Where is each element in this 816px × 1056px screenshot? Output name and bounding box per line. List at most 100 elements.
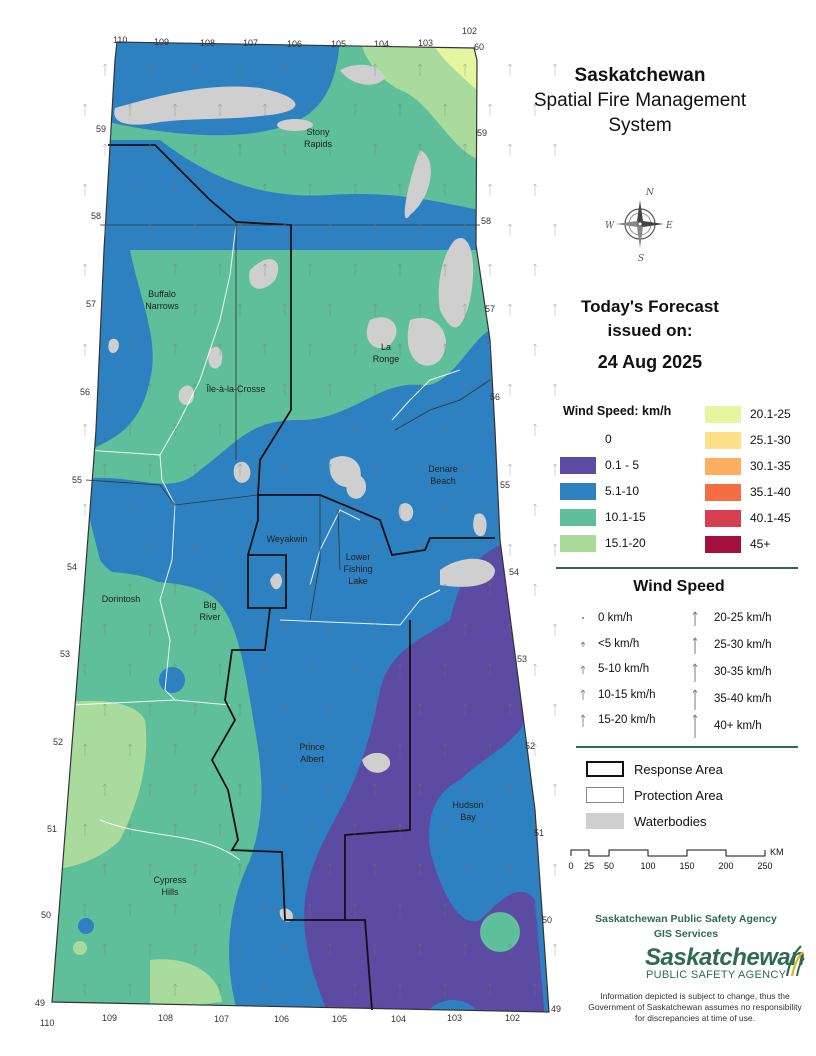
legend-label: 10.1-15 <box>605 510 646 524</box>
place-la-ronge-2: Ronge <box>373 354 400 364</box>
protection-area-label: Protection Area <box>634 787 723 803</box>
wind-arrow-mark <box>507 143 513 156</box>
wind-arrow-mark <box>147 463 153 476</box>
legend-label: 35.1-40 <box>750 485 791 499</box>
wind-arrow-mark <box>327 383 333 396</box>
wind-arrow-mark <box>282 303 288 316</box>
lon-bot-109: 109 <box>102 1013 117 1023</box>
wind-arrow-mark <box>172 103 178 116</box>
place-cypress-hills-2: Hills <box>162 887 179 897</box>
wind-arrow-mark <box>307 903 313 916</box>
wind-arrow-mark <box>352 263 358 276</box>
lat-left-49: 49 <box>35 998 45 1008</box>
wind-arrow-mark <box>532 583 538 596</box>
wind-arrow-label: 30-35 km/h <box>714 666 772 678</box>
wind-arrow-mark <box>487 583 493 596</box>
lon-bot-102: 102 <box>505 1013 520 1023</box>
wind-arrow-mark <box>82 423 88 436</box>
wind-arrow-mark <box>282 383 288 396</box>
wind-arrow-mark <box>397 823 403 836</box>
wind-arrow-mark <box>417 143 423 156</box>
wind-arrow-mark <box>262 983 268 996</box>
wind-arrow-mark <box>372 223 378 236</box>
title-line-2: Spatial Fire Management <box>533 90 747 111</box>
wind-arrow-mark <box>147 943 153 956</box>
wind-arrow-mark <box>487 663 493 676</box>
lon-top-104: 104 <box>374 39 389 49</box>
wind-arrow-mark <box>442 343 448 356</box>
legend-swatch <box>560 456 596 474</box>
wind-arrow-mark <box>552 943 558 956</box>
place-big-river-2: River <box>199 612 220 622</box>
wind-arrow-mark <box>127 343 133 356</box>
wind-arrow-mark <box>172 823 178 836</box>
lat-right-50: 50 <box>542 915 552 925</box>
wind-arrow-mark <box>397 743 403 756</box>
wind-arrow-mark <box>552 703 558 716</box>
wind-arrow-mark <box>552 543 558 556</box>
logo-wordmark: Saskatchewan <box>645 944 805 971</box>
lat-right-54: 54 <box>509 567 519 577</box>
zone-15-20-s <box>150 959 222 1010</box>
lon-top-105: 105 <box>331 39 346 49</box>
wind-arrow-mark <box>82 183 88 196</box>
lat-right-52: 52 <box>525 741 535 751</box>
wind-arrow-mark <box>262 663 268 676</box>
wind-arrow-legend-row: 30-35 km/h <box>680 661 772 683</box>
wind-arrow-mark <box>487 823 493 836</box>
wind-arrow-mark <box>352 503 358 516</box>
wind-arrow-mark <box>102 463 108 476</box>
forecast-line-2: issued on: <box>607 321 693 340</box>
zone-15-20-dot <box>73 941 87 955</box>
wind-arrow-icon <box>568 713 598 728</box>
wind-arrow-mark <box>507 223 513 236</box>
wind-arrow-mark <box>462 223 468 236</box>
wind-arrow-mark <box>462 303 468 316</box>
wind-arrow-mark <box>172 263 178 276</box>
wind-arrow-mark <box>217 903 223 916</box>
legend-label: 20.1-25 <box>750 407 791 421</box>
lat-right-49: 49 <box>551 1004 561 1014</box>
wind-arrow-mark <box>102 703 108 716</box>
wind-arrow-mark <box>442 103 448 116</box>
wind-arrow-mark <box>127 983 133 996</box>
wind-arrow-mark <box>507 703 513 716</box>
wind-arrow-mark <box>82 263 88 276</box>
wind-arrow-mark <box>82 103 88 116</box>
wind-arrow-icon <box>680 662 710 683</box>
place-denare-beach-1: Denare <box>428 464 458 474</box>
wind-arrow-mark <box>262 103 268 116</box>
lat-left-55: 55 <box>72 475 82 485</box>
wind-arrow-mark <box>192 63 198 76</box>
agency-line-2: GIS Services <box>653 928 719 940</box>
wind-arrow-mark <box>532 983 538 996</box>
wind-arrow-mark <box>217 823 223 836</box>
scale-25: 25 <box>584 861 594 871</box>
wind-arrow-mark <box>192 943 198 956</box>
wind-arrow-mark <box>397 503 403 516</box>
wind-arrow-icon <box>568 688 598 701</box>
wind-arrow-mark <box>532 903 538 916</box>
wind-arrow-mark <box>397 103 403 116</box>
wind-arrow-mark <box>417 943 423 956</box>
wind-arrow-icon <box>680 713 710 739</box>
wind-arrow-mark <box>372 383 378 396</box>
wind-arrow-mark <box>352 983 358 996</box>
wind-arrow-mark <box>417 543 423 556</box>
wind-arrow-mark <box>487 263 493 276</box>
wind-arrow-mark <box>262 823 268 836</box>
place-hudson-bay-2: Bay <box>460 812 476 822</box>
wind-arrow-mark <box>532 423 538 436</box>
wind-arrow-legend-row: 35-40 km/h <box>680 688 772 710</box>
legend-label: 0.1 - 5 <box>605 458 640 472</box>
wind-arrow-mark <box>102 223 108 236</box>
wind-arrow-mark <box>507 383 513 396</box>
lat-left-54: 54 <box>67 562 77 572</box>
wind-arrow-mark <box>417 783 423 796</box>
wind-arrow-mark <box>397 663 403 676</box>
wind-arrow-label: 15-20 km/h <box>598 714 656 726</box>
wind-arrow-mark <box>372 623 378 636</box>
legend-swatch <box>705 457 741 475</box>
wind-arrow-mark <box>552 623 558 636</box>
wind-arrow-mark <box>282 703 288 716</box>
